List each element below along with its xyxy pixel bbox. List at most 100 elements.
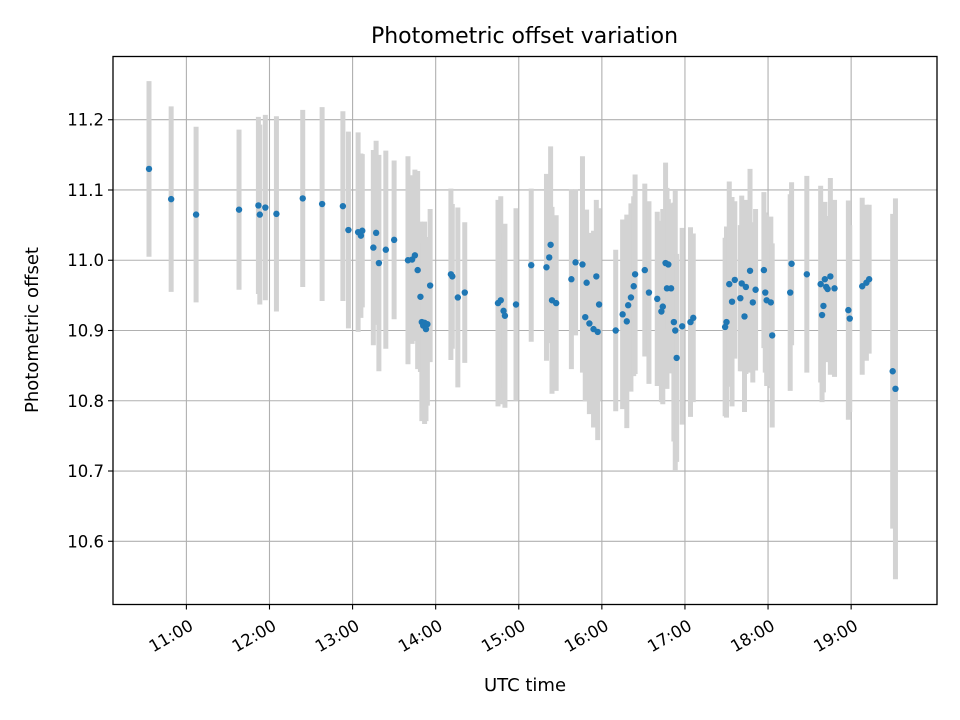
- data-point: [846, 315, 853, 322]
- data-point: [788, 260, 795, 267]
- data-point: [665, 261, 672, 268]
- data-point: [594, 328, 601, 336]
- data-point: [737, 294, 744, 302]
- data-point: [892, 385, 899, 393]
- data-point: [820, 302, 827, 310]
- data-point: [256, 211, 263, 218]
- data-point: [889, 368, 896, 375]
- data-point: [749, 299, 757, 306]
- y-tick-label: 10.6: [67, 532, 104, 551]
- data-point: [627, 294, 635, 301]
- data-point: [426, 282, 434, 289]
- data-point: [821, 276, 829, 283]
- y-axis-ticks: 10.6 10.7 10.8 10.9 11.0 11.1 11.2: [67, 111, 113, 551]
- x-tick-label: 16:00: [561, 616, 612, 656]
- data-point: [449, 273, 456, 280]
- data-point: [728, 298, 736, 305]
- data-point: [568, 276, 575, 283]
- data-point: [417, 293, 424, 300]
- data-point: [593, 273, 600, 280]
- data-point: [543, 264, 550, 271]
- data-point: [630, 283, 637, 290]
- data-point: [299, 195, 306, 202]
- data-point: [273, 210, 280, 218]
- data-point: [731, 276, 739, 284]
- data-point: [422, 325, 430, 333]
- data-point: [769, 332, 776, 339]
- data-point: [641, 266, 648, 274]
- data-point: [673, 354, 680, 362]
- data-point: [454, 294, 462, 301]
- x-tick-label: 11:00: [146, 616, 197, 656]
- x-axis-ticks: 11:00 12:00 13:00 14:00 15:00 16:00 17:00 18:00…: [146, 604, 861, 656]
- data-point: [818, 311, 826, 319]
- x-tick-label: 12:00: [229, 616, 280, 656]
- data-point: [552, 299, 560, 307]
- data-point: [845, 306, 852, 314]
- data-point: [767, 299, 775, 306]
- data-point: [760, 266, 768, 274]
- x-tick-label: 19:00: [810, 616, 861, 656]
- data-point: [145, 165, 153, 173]
- data-point: [359, 227, 366, 234]
- data-point: [624, 302, 632, 309]
- data-point: [752, 286, 759, 293]
- data-point: [659, 303, 666, 310]
- x-tick-label: 15:00: [478, 616, 529, 656]
- x-tick-label: 18:00: [727, 616, 778, 656]
- data-point: [382, 246, 390, 253]
- data-point: [345, 226, 352, 234]
- data-point: [339, 202, 347, 210]
- data-point: [726, 280, 733, 288]
- data-point: [414, 266, 421, 274]
- y-tick-label: 10.9: [67, 322, 104, 341]
- grid: [113, 56, 937, 605]
- data-point: [579, 261, 586, 268]
- data-point: [262, 204, 269, 211]
- y-tick-label: 11.1: [67, 181, 104, 200]
- data-point: [612, 327, 619, 334]
- data-point: [723, 318, 730, 326]
- data-point: [742, 283, 750, 291]
- y-tick-label: 10.7: [67, 462, 104, 481]
- data-point: [631, 271, 639, 278]
- data-point: [370, 244, 377, 251]
- data-point: [586, 320, 593, 327]
- data-point: [167, 195, 175, 203]
- y-tick-label: 11.0: [67, 251, 104, 270]
- data-point: [318, 200, 326, 208]
- data-point: [817, 280, 824, 288]
- data-point: [390, 236, 398, 244]
- data-point: [357, 232, 365, 239]
- data-point: [528, 261, 535, 269]
- data-point: [721, 323, 729, 331]
- data-point: [572, 259, 579, 266]
- data-point: [512, 301, 520, 308]
- y-tick-label: 11.2: [67, 111, 104, 130]
- data-point: [497, 297, 504, 304]
- data-point: [595, 301, 603, 308]
- data-point: [372, 229, 380, 237]
- data-point: [583, 279, 590, 286]
- data-point: [672, 327, 679, 334]
- data-point: [678, 323, 686, 330]
- data-point: [547, 241, 554, 248]
- data-point: [741, 313, 748, 320]
- data-point: [255, 202, 262, 209]
- data-point: [690, 314, 697, 322]
- data-point: [762, 289, 769, 296]
- data-point: [645, 289, 653, 296]
- data-points: [145, 165, 899, 393]
- data-point: [787, 289, 794, 296]
- y-tick-label: 10.8: [67, 392, 104, 411]
- data-point: [375, 259, 383, 267]
- data-point: [501, 312, 509, 319]
- data-point: [831, 285, 838, 292]
- x-tick-label: 13:00: [312, 616, 363, 656]
- data-point: [582, 313, 589, 321]
- data-point: [824, 285, 831, 293]
- chart-title: Photometric offset variation: [371, 24, 678, 49]
- data-point: [500, 307, 507, 315]
- data-point: [192, 211, 200, 218]
